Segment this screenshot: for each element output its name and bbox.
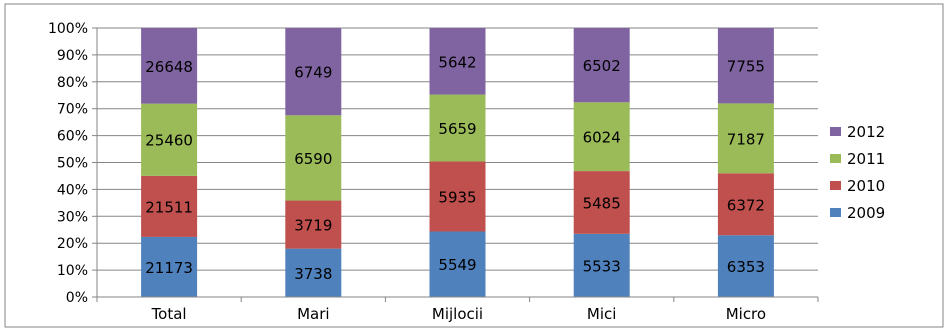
y-tick-label: 10% — [57, 263, 88, 279]
bar-segment-2012-mari — [285, 28, 342, 116]
bar-segment-2012-mici — [573, 28, 630, 103]
data-label: 6590 — [294, 150, 332, 168]
data-label: 25460 — [145, 132, 193, 150]
bar-segment-2009-mari — [285, 248, 342, 297]
bar-segment-2010-mici — [573, 171, 630, 234]
data-label: 21173 — [145, 259, 193, 277]
legend-label-2011: 2011 — [847, 150, 885, 168]
bar-segment-2009-mijlocii — [429, 231, 486, 297]
data-label: 3719 — [294, 217, 332, 235]
x-axis: Total Mari Mijlocii Mici Micro — [96, 296, 819, 323]
data-label: 21511 — [145, 198, 193, 216]
x-tick-label: Mijlocii — [432, 305, 483, 323]
y-tick-label: 50% — [57, 156, 88, 172]
data-label: 6353 — [727, 258, 765, 276]
data-label: 3738 — [294, 265, 332, 283]
y-tick-label: 30% — [57, 209, 88, 225]
bar-segment-2012-total — [141, 28, 198, 104]
bar-segment-2010-total — [141, 175, 198, 237]
x-tick-label: Mari — [297, 305, 329, 323]
data-label: 5659 — [438, 120, 476, 138]
bar-segment-2011-mici — [573, 102, 630, 172]
y-tick-label: 40% — [57, 182, 88, 198]
y-tick-label: 20% — [57, 236, 88, 252]
bar-segment-2011-micro — [717, 103, 774, 174]
legend-swatch-2010 — [830, 181, 841, 190]
data-label: 6502 — [583, 57, 621, 75]
y-tick-label: 100% — [48, 21, 88, 37]
bar-segment-2012-mijlocii — [429, 28, 486, 95]
x-tick-label: Mici — [587, 305, 617, 323]
data-label: 5485 — [583, 194, 621, 212]
data-label: 7187 — [727, 130, 765, 148]
bar-segment-2009-mici — [573, 233, 630, 297]
data-label: 26648 — [145, 58, 193, 76]
legend-swatch-2012 — [830, 127, 841, 136]
legend-swatch-2011 — [830, 154, 841, 163]
data-label: 6024 — [583, 129, 621, 147]
data-label: 5935 — [438, 188, 476, 206]
x-tick-label: Total — [151, 305, 187, 323]
y-tick-label: 0% — [66, 290, 88, 306]
data-label: 5642 — [438, 53, 476, 71]
bar-segment-2009-total — [141, 236, 198, 297]
legend-swatch-2009 — [830, 208, 841, 217]
legend-label-2012: 2012 — [847, 123, 885, 141]
data-label: 7755 — [727, 58, 765, 76]
bar-segment-2010-micro — [717, 173, 774, 236]
y-axis: 0% 10% 20% 30% 40% 50% 60% 70% 80% 90% 100% — [48, 21, 98, 306]
legend-label-2010: 2010 — [847, 177, 885, 195]
bar-segment-2012-micro — [717, 28, 774, 104]
data-label: 5549 — [438, 256, 476, 274]
bar-segment-2010-mijlocii — [429, 161, 486, 232]
y-tick-label: 70% — [57, 102, 88, 118]
data-label: 6749 — [294, 64, 332, 82]
data-label: 6372 — [727, 196, 765, 214]
y-tick-label: 80% — [57, 75, 88, 91]
bar-segment-2010-mari — [285, 200, 342, 249]
y-tick-label: 60% — [57, 129, 88, 145]
data-label: 5533 — [583, 257, 621, 275]
x-tick-label: Micro — [726, 305, 766, 323]
bar-segment-2011-mari — [285, 115, 342, 201]
bar-segment-2011-total — [141, 103, 198, 176]
bars: 21173 21511 25460 26648 3738 3719 6590 6749 5549… — [141, 28, 774, 297]
bar-segment-2011-mijlocii — [429, 94, 486, 162]
y-tick-label: 90% — [57, 48, 88, 64]
legend: 2012 2011 2010 2009 — [830, 123, 885, 222]
bar-segment-2009-micro — [717, 235, 774, 297]
legend-label-2009: 2009 — [847, 204, 885, 222]
